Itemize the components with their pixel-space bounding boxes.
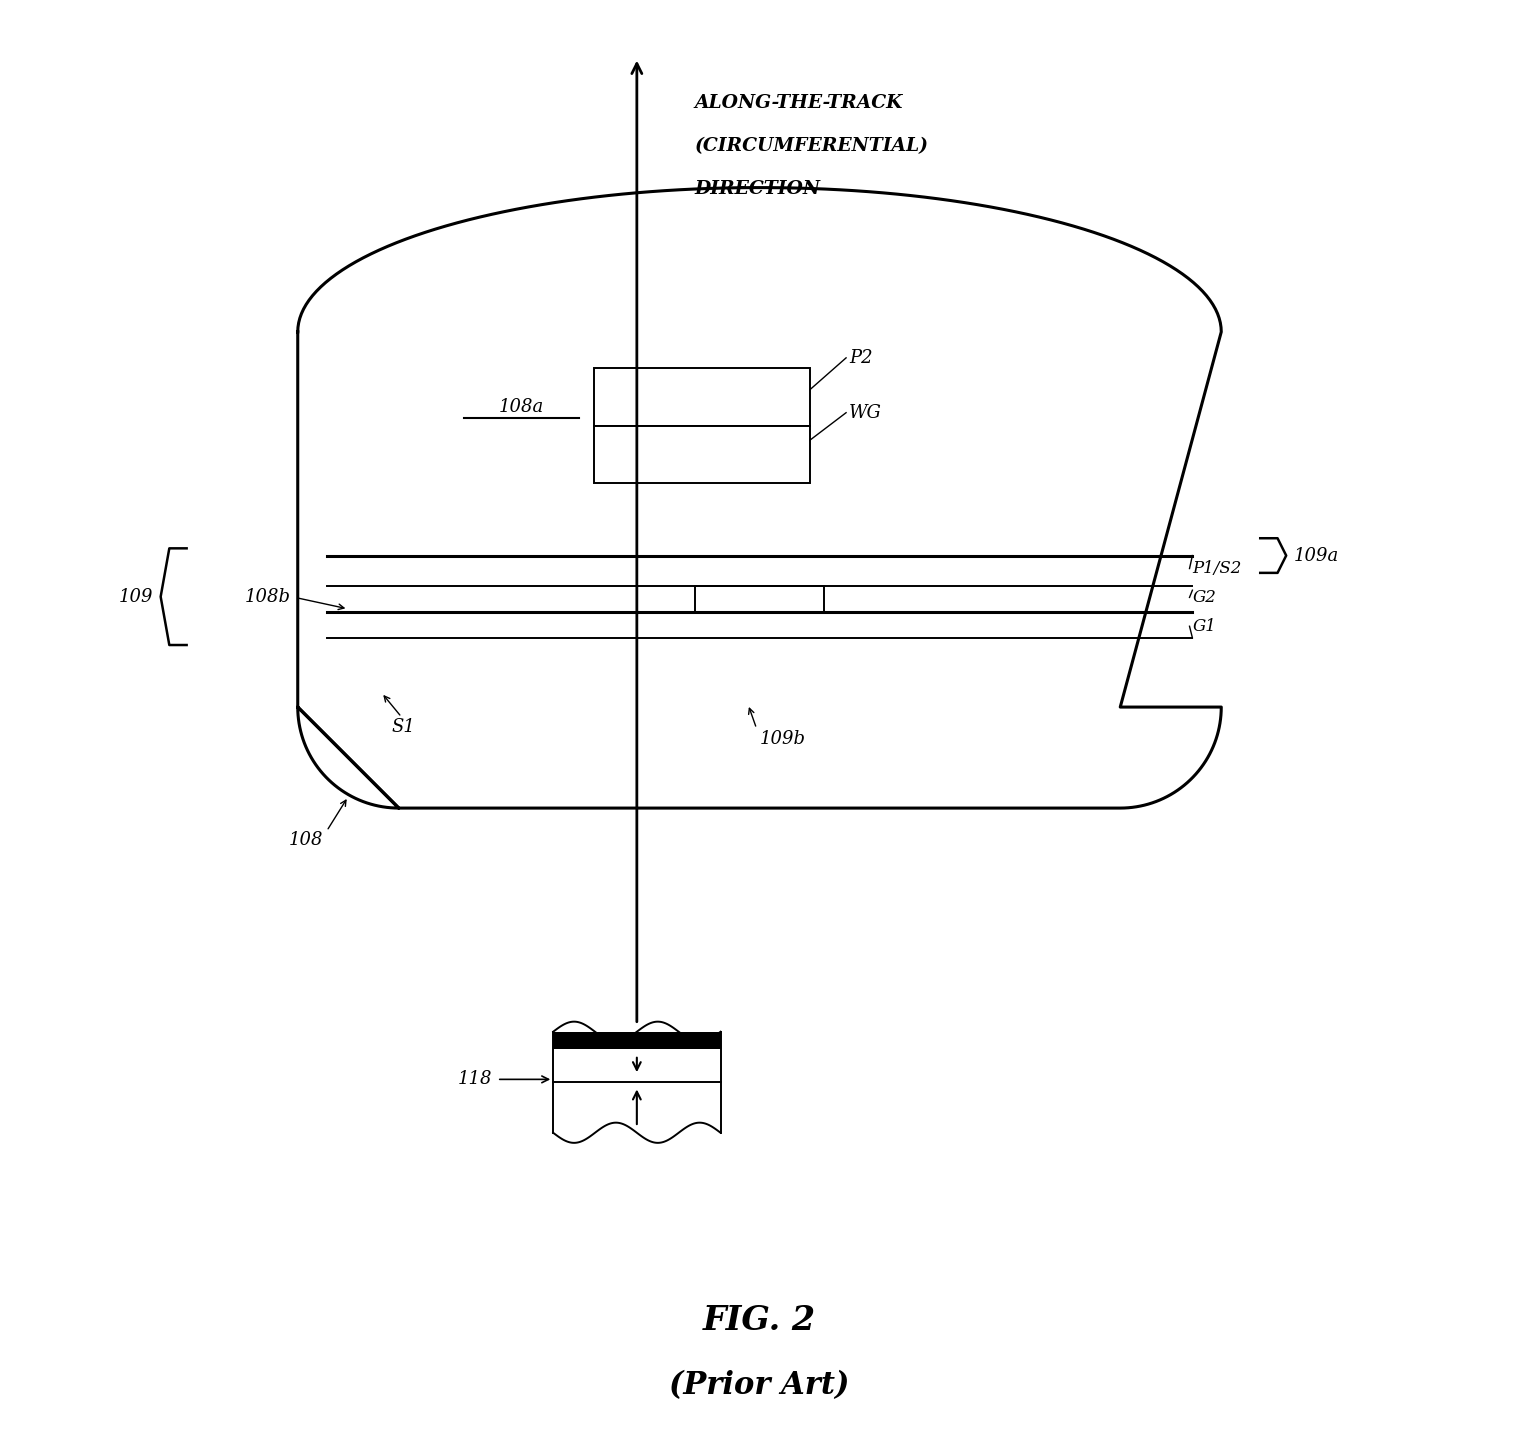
Text: (CIRCUMFERENTIAL): (CIRCUMFERENTIAL) <box>694 137 928 154</box>
Text: P1/S2: P1/S2 <box>1192 560 1241 577</box>
Text: 108a: 108a <box>498 398 544 416</box>
Text: 109b: 109b <box>760 730 805 747</box>
Text: P2: P2 <box>849 349 872 367</box>
Bar <box>553 1032 720 1049</box>
Bar <box>694 586 825 612</box>
Text: 118: 118 <box>459 1071 492 1088</box>
Text: 109: 109 <box>118 587 153 606</box>
Text: 108: 108 <box>289 831 324 848</box>
Text: G2: G2 <box>1192 589 1217 606</box>
Text: WG: WG <box>849 404 883 421</box>
Text: G1: G1 <box>1192 618 1217 635</box>
Text: 109a: 109a <box>1293 547 1338 564</box>
Text: (Prior Art): (Prior Art) <box>670 1369 849 1401</box>
Text: FIG. 2: FIG. 2 <box>703 1304 816 1336</box>
Text: S1: S1 <box>392 719 415 736</box>
Bar <box>594 426 810 483</box>
Bar <box>594 368 810 426</box>
Text: DIRECTION: DIRECTION <box>694 180 820 198</box>
Text: ALONG-THE-TRACK: ALONG-THE-TRACK <box>694 94 902 111</box>
Text: 108b: 108b <box>245 589 290 606</box>
